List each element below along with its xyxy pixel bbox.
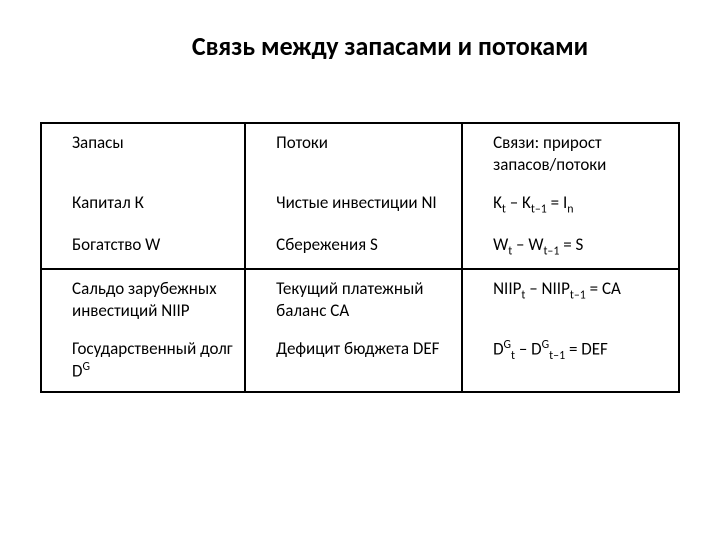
row-capital: Капитал К Чистые инвестиции NI Kt – Kt–1…	[41, 184, 679, 226]
row-wealth: Богатство W Сбережения S Wt – Wt–1 = S	[41, 226, 679, 269]
cell-wealth-relation: Wt – Wt–1 = S	[462, 226, 679, 269]
cell-niip-flow: Текущий платежный баланс CA	[245, 269, 462, 330]
cell-govdebt-stock: Государственный долг DG	[41, 330, 245, 392]
row-gov-debt: Государственный долг DG Дефицит бюджета …	[41, 330, 679, 392]
cell-capital-flow: Чистые инвестиции NI	[245, 184, 462, 226]
stocks-flows-table: Запасы Потоки Связи: прирост запасов/пот…	[40, 122, 680, 393]
header-flows: Потоки	[245, 123, 462, 184]
header-stocks: Запасы	[41, 123, 245, 184]
header-row: Запасы Потоки Связи: прирост запасов/пот…	[41, 123, 679, 184]
cell-wealth-flow: Сбережения S	[245, 226, 462, 269]
cell-capital-relation: Kt – Kt–1 = In	[462, 184, 679, 226]
cell-capital-stock: Капитал К	[41, 184, 245, 226]
cell-govdebt-relation: DGt – DGt–1 = DEF	[462, 330, 679, 392]
header-relations: Связи: прирост запасов/потоки	[462, 123, 679, 184]
cell-wealth-stock: Богатство W	[41, 226, 245, 269]
row-niip: Сальдо зарубежных инвестиций NIIP Текущи…	[41, 269, 679, 330]
cell-govdebt-flow: Дефицит бюджета DEF	[245, 330, 462, 392]
cell-niip-relation: NIIPt – NIIPt–1 = CA	[462, 269, 679, 330]
cell-niip-stock: Сальдо зарубежных инвестиций NIIP	[41, 269, 245, 330]
page-title: Связь между запасами и потоками	[100, 30, 680, 62]
